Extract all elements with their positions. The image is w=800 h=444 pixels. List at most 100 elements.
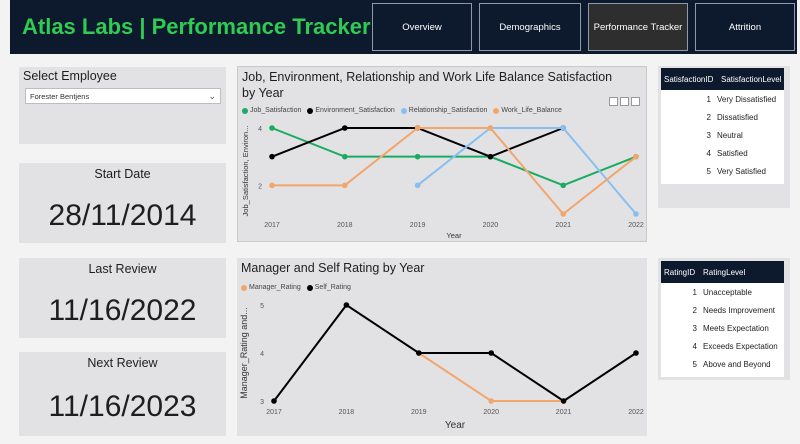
table-cell-level: Unacceptable	[703, 287, 752, 297]
table-cell-level: Above and Beyond	[703, 359, 771, 369]
y-axis-label: Manager_Rating and...	[239, 307, 249, 399]
focus-mode-icon[interactable]	[620, 97, 629, 106]
table-row: 3 Neutral	[661, 126, 784, 144]
data-point	[271, 398, 277, 404]
next-review-label: Next Review	[87, 356, 158, 370]
x-tick-label: 2019	[411, 409, 427, 416]
data-point	[560, 211, 566, 217]
x-tick-label: 2022	[628, 409, 644, 416]
rating-table-card: RatingID RatingLevel 1 Unacceptable 2 Needs…	[658, 258, 790, 380]
table-cell-level: Meets Expectation	[703, 323, 769, 333]
data-point	[342, 182, 348, 189]
data-point	[488, 398, 494, 404]
x-tick-label: 2021	[555, 222, 571, 229]
table-cell-level: Satisfied	[717, 148, 748, 158]
series-line	[416, 127, 637, 215]
legend-item: Manager_Rating	[241, 284, 301, 291]
table-row: 4 Exceeds Expectation	[661, 337, 784, 355]
legend-dot	[241, 284, 247, 291]
filter-icon[interactable]	[609, 97, 618, 106]
data-point	[560, 182, 566, 189]
nav-overview[interactable]: Overview	[372, 3, 472, 51]
legend-label: Job_Satisfaction	[250, 107, 302, 114]
table-cell-level: Dissatisfied	[717, 112, 758, 122]
start-date-label: Start Date	[94, 167, 151, 181]
legend-item: Job_Satisfaction	[242, 107, 301, 114]
table-header: RatingID RatingLevel	[661, 261, 784, 283]
series-line	[271, 127, 564, 158]
table-row: 2 Dissatisfied	[661, 108, 784, 126]
table-header: SatisfactionID SatisfactionLevel	[661, 68, 784, 90]
chevron-down-icon: ⌄	[208, 91, 216, 101]
legend-item: Work_Life_Balance	[493, 107, 562, 114]
table-cell-level: Neutral	[717, 130, 743, 140]
table-cell-id: 3	[706, 130, 711, 140]
legend-label: Work_Life_Balance	[501, 107, 562, 114]
y-tick-label: 5	[260, 303, 264, 310]
data-point	[487, 153, 494, 160]
data-point	[342, 125, 348, 131]
table-cell-id: 4	[706, 148, 711, 158]
table-cell-level: Exceeds Expectation	[703, 341, 778, 351]
nav-performance-tracker[interactable]: Performance Tracker	[588, 3, 688, 51]
app-title: Atlas Labs | Performance Tracker	[22, 14, 371, 39]
series-line	[418, 352, 564, 402]
table-cell-level: Very Dissatisfied	[717, 94, 777, 104]
table-cell-id: 3	[692, 323, 697, 333]
table-row: 1 Very Dissatisfied	[661, 90, 784, 108]
legend-dot	[242, 107, 248, 114]
data-point	[633, 153, 639, 160]
x-tick-label: 2021	[556, 409, 572, 416]
data-point	[269, 182, 275, 189]
data-point	[414, 125, 421, 131]
x-tick-label: 2017	[266, 409, 282, 416]
legend-item: Relationship_Satisfaction	[400, 107, 488, 114]
legend-item: Environment_Satisfaction	[307, 107, 395, 114]
legend-label: Relationship_Satisfaction	[408, 107, 488, 114]
x-axis-label: Year	[445, 420, 466, 431]
data-point	[416, 350, 422, 356]
y-tick-label: 4	[260, 351, 264, 358]
legend-item: Self_Rating	[306, 284, 351, 291]
table-body: 1 Very Dissatisfied 2 Dissatisfied 3 Neutral 4…	[661, 90, 784, 180]
column-header: SatisfactionID	[664, 74, 714, 84]
x-tick-label: 2022	[628, 222, 644, 229]
legend-dot	[493, 107, 500, 114]
last-review-label: Last Review	[88, 262, 157, 276]
table-row: 5 Above and Beyond	[661, 355, 784, 373]
table-cell-id: 2	[692, 305, 697, 315]
start-date-card: Start Date 28/11/2014	[19, 163, 226, 243]
column-header: RatingLevel	[703, 267, 746, 277]
satisfaction-legend: Job_Satisfaction Environment_Satisfactio…	[242, 107, 562, 114]
next-review-value: 11/16/2023	[48, 390, 197, 423]
data-point	[560, 398, 567, 404]
table-body: 1 Unacceptable 2 Needs Improvement 3 Meets Ex…	[661, 283, 784, 373]
employee-dropdown[interactable]: Forester Bentjens ⌄	[25, 88, 221, 104]
data-point	[487, 125, 494, 131]
more-options-icon[interactable]	[631, 97, 640, 106]
series-line	[272, 127, 637, 216]
table-cell-id: 1	[706, 94, 711, 104]
data-point	[343, 302, 350, 308]
rating-line-chart: 3 4 5 2017 2018 2019 2020 2021 2022 Year Manager_R…	[239, 302, 644, 431]
y-tick-label: 3	[260, 399, 264, 406]
data-point	[414, 182, 421, 189]
table-cell-id: 1	[692, 287, 697, 297]
y-tick-label: 4	[258, 126, 262, 133]
nav-attrition[interactable]: Attrition	[695, 3, 795, 51]
satisfaction-table: SatisfactionID SatisfactionLevel 1 Very D…	[661, 68, 784, 184]
table-row: 4 Satisfied	[661, 144, 784, 162]
next-review-card: Next Review 11/16/2023	[19, 352, 226, 436]
table-row: 3 Meets Expectation	[661, 319, 784, 337]
employee-selector-card: Select Employee Forester Bentjens ⌄	[19, 67, 226, 144]
employee-dropdown-value: Forester Bentjens	[30, 91, 90, 101]
legend-dot	[307, 107, 314, 114]
table-cell-level: Very Satisfied	[717, 166, 766, 176]
table-cell-level: Needs Improvement	[703, 305, 776, 315]
data-point	[342, 153, 348, 160]
legend-dot	[306, 284, 313, 291]
x-tick-label: 2018	[339, 409, 355, 416]
rating-legend: Manager_Rating Self_Rating	[241, 284, 351, 291]
select-employee-label: Select Employee	[23, 69, 117, 83]
nav-demographics[interactable]: Demographics	[479, 3, 581, 51]
